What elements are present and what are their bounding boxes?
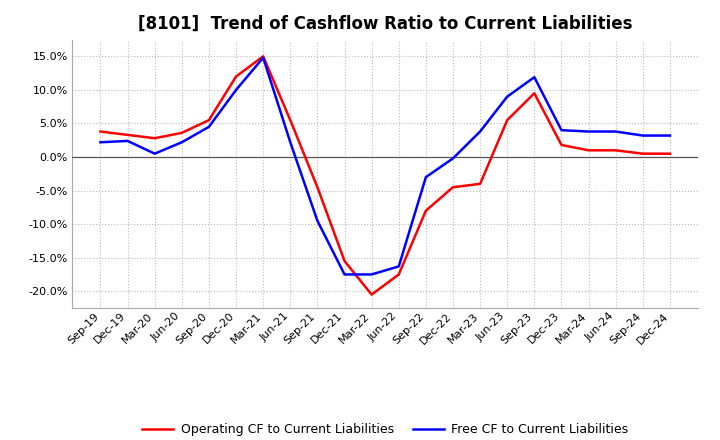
Operating CF to Current Liabilities <box>421 208 430 213</box>
Free CF to Current Liabilities <box>313 218 322 224</box>
Operating CF to Current Liabilities <box>503 117 511 123</box>
Operating CF to Current Liabilities <box>665 151 674 156</box>
Operating CF to Current Liabilities <box>286 117 294 123</box>
Operating CF to Current Liabilities <box>530 91 539 96</box>
Free CF to Current Liabilities <box>123 138 132 143</box>
Operating CF to Current Liabilities <box>557 142 566 147</box>
Free CF to Current Liabilities <box>476 129 485 134</box>
Free CF to Current Liabilities <box>286 139 294 145</box>
Operating CF to Current Liabilities <box>178 130 186 136</box>
Free CF to Current Liabilities <box>395 264 403 269</box>
Free CF to Current Liabilities <box>503 94 511 99</box>
Operating CF to Current Liabilities <box>639 151 647 156</box>
Operating CF to Current Liabilities <box>232 74 240 79</box>
Free CF to Current Liabilities <box>421 175 430 180</box>
Free CF to Current Liabilities <box>178 139 186 145</box>
Free CF to Current Liabilities <box>557 128 566 133</box>
Free CF to Current Liabilities <box>96 139 105 145</box>
Operating CF to Current Liabilities <box>96 129 105 134</box>
Free CF to Current Liabilities <box>639 133 647 138</box>
Operating CF to Current Liabilities <box>123 132 132 138</box>
Free CF to Current Liabilities <box>232 87 240 92</box>
Operating CF to Current Liabilities <box>584 148 593 153</box>
Free CF to Current Liabilities <box>367 272 376 277</box>
Operating CF to Current Liabilities <box>611 148 620 153</box>
Free CF to Current Liabilities <box>150 151 159 156</box>
Free CF to Current Liabilities <box>530 74 539 80</box>
Operating CF to Current Liabilities <box>150 136 159 141</box>
Free CF to Current Liabilities <box>259 55 268 60</box>
Free CF to Current Liabilities <box>449 156 457 161</box>
Legend: Operating CF to Current Liabilities, Free CF to Current Liabilities: Operating CF to Current Liabilities, Fre… <box>137 418 634 440</box>
Operating CF to Current Liabilities <box>259 54 268 59</box>
Operating CF to Current Liabilities <box>476 181 485 187</box>
Operating CF to Current Liabilities <box>313 185 322 190</box>
Free CF to Current Liabilities <box>611 129 620 134</box>
Free CF to Current Liabilities <box>665 133 674 138</box>
Operating CF to Current Liabilities <box>341 258 349 264</box>
Line: Free CF to Current Liabilities: Free CF to Current Liabilities <box>101 58 670 275</box>
Free CF to Current Liabilities <box>341 272 349 277</box>
Operating CF to Current Liabilities <box>449 185 457 190</box>
Line: Operating CF to Current Liabilities: Operating CF to Current Liabilities <box>101 56 670 295</box>
Free CF to Current Liabilities <box>204 124 213 129</box>
Free CF to Current Liabilities <box>584 129 593 134</box>
Title: [8101]  Trend of Cashflow Ratio to Current Liabilities: [8101] Trend of Cashflow Ratio to Curren… <box>138 15 632 33</box>
Operating CF to Current Liabilities <box>395 272 403 277</box>
Operating CF to Current Liabilities <box>367 292 376 297</box>
Operating CF to Current Liabilities <box>204 117 213 123</box>
